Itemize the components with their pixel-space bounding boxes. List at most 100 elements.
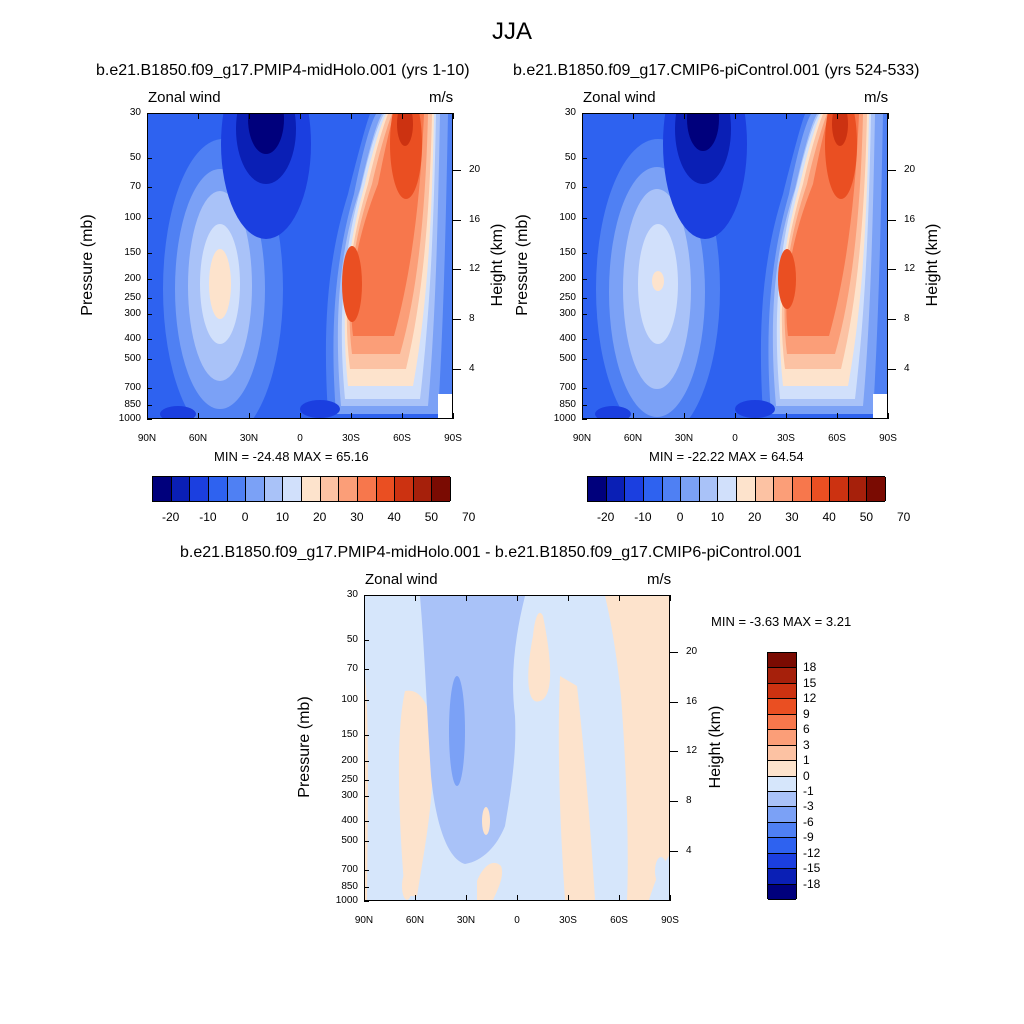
pressure-tick-mark — [364, 760, 369, 762]
panel-1-colorbar — [152, 476, 451, 502]
height-tick-label: 16 — [904, 213, 916, 225]
pressure-tick-mark — [364, 840, 369, 842]
colorbar-cell — [718, 477, 737, 501]
colorbar-cell — [625, 477, 644, 501]
latitude-tick-mark-top — [466, 595, 467, 601]
pressure-tick-mark — [147, 186, 152, 188]
pressure-tick-label: 850 — [559, 398, 576, 410]
latitude-tick-mark-top — [735, 113, 736, 119]
height-tick-label: 20 — [904, 163, 916, 175]
colorbar-cell — [283, 477, 302, 501]
pressure-tick-label: 30 — [564, 107, 576, 118]
pressure-tick-mark — [582, 113, 587, 114]
latitude-tick-mark — [837, 413, 838, 419]
colorbar-cell — [755, 477, 775, 501]
pressure-tick-mark — [364, 595, 369, 596]
panel-1-missing-data — [438, 394, 452, 418]
latitude-tick-label: 0 — [297, 433, 303, 444]
colorbar-tick-label: 12 — [803, 691, 817, 706]
latitude-tick-label: 60N — [405, 915, 425, 926]
pressure-tick-mark — [147, 419, 152, 420]
latitude-tick-mark — [684, 413, 685, 419]
latitude-tick-label: 30S — [777, 433, 795, 444]
latitude-tick-label: 60S — [828, 433, 846, 444]
height-tick-mark — [453, 219, 461, 221]
pressure-tick-mark — [582, 358, 587, 360]
pressure-tick-label: 700 — [341, 863, 358, 875]
pressure-tick-mark — [147, 218, 152, 220]
colorbar-tick-label: -9 — [803, 830, 814, 845]
height-tick-mark — [888, 269, 896, 271]
pressure-tick-label: 1000 — [118, 413, 141, 424]
panel-2-contour-region — [595, 406, 631, 418]
pressure-tick-mark — [364, 639, 369, 641]
latitude-tick-label: 90N — [354, 915, 374, 926]
pressure-tick-label: 150 — [124, 247, 141, 259]
panel-1-contour-plot — [147, 113, 453, 419]
colorbar-tick-label: 50 — [859, 510, 874, 524]
panel-2-missing-data — [873, 394, 887, 418]
pressure-tick-mark — [582, 404, 587, 406]
panel-2-contour-region — [825, 114, 857, 199]
latitude-tick-mark — [517, 895, 518, 901]
panel-2-minmax: MIN = -22.22 MAX = 64.54 — [649, 449, 804, 464]
colorbar-cell — [681, 477, 700, 501]
latitude-tick-label: 30N — [456, 915, 476, 926]
height-tick-label: 8 — [469, 313, 475, 325]
colorbar-cell — [153, 477, 172, 501]
height-tick-label: 12 — [686, 745, 698, 757]
colorbar-cell — [768, 853, 796, 870]
colorbar-cell — [774, 477, 793, 501]
latitude-tick-label: 60S — [610, 915, 628, 926]
colorbar-cell — [768, 730, 796, 746]
colorbar-tick-label: -10 — [634, 510, 652, 524]
latitude-tick-mark-top — [786, 113, 787, 119]
pressure-tick-mark — [364, 869, 369, 871]
latitude-tick-mark-top — [453, 113, 454, 119]
colorbar-cell — [768, 822, 796, 839]
latitude-tick-mark — [351, 413, 352, 419]
pressure-tick-label: 850 — [341, 880, 358, 892]
height-tick-mark — [888, 319, 896, 321]
pressure-tick-mark — [364, 735, 369, 737]
panel-3-contour-region — [477, 862, 503, 900]
latitude-tick-mark-top — [888, 113, 889, 119]
latitude-tick-label: 0 — [732, 433, 738, 444]
latitude-tick-mark-top — [198, 113, 199, 119]
height-tick-mark — [888, 219, 896, 221]
latitude-tick-mark — [300, 413, 301, 419]
pressure-tick-mark — [582, 253, 587, 255]
colorbar-cell — [246, 477, 265, 501]
latitude-tick-mark — [633, 413, 634, 419]
panel-1-contour-region — [209, 249, 231, 319]
colorbar-tick-label: -3 — [803, 799, 814, 814]
pressure-tick-label: 100 — [559, 212, 576, 224]
latitude-tick-label: 30S — [342, 433, 360, 444]
pressure-tick-mark — [582, 278, 587, 280]
pressure-tick-label: 700 — [124, 381, 141, 393]
colorbar-cell — [190, 477, 209, 501]
panel-3-contour-svg — [365, 596, 669, 900]
pressure-tick-label: 70 — [129, 180, 141, 192]
latitude-tick-label: 60N — [623, 433, 643, 444]
panel-1-contour-region — [397, 114, 413, 146]
colorbar-cell — [768, 653, 796, 669]
panel-3-units-label: m/s — [647, 571, 672, 588]
colorbar-cell — [768, 699, 796, 715]
panel-1-minmax: MIN = -24.48 MAX = 65.16 — [214, 449, 369, 464]
pressure-tick-label: 300 — [559, 307, 576, 319]
panel-3-contour-region — [605, 596, 669, 900]
colorbar-cell — [811, 477, 831, 501]
panel-2-contour-region — [687, 114, 719, 151]
colorbar-cell — [606, 477, 626, 501]
colorbar-cell — [768, 714, 796, 731]
latitude-tick-label: 60N — [188, 433, 208, 444]
latitude-tick-mark-top — [633, 113, 634, 119]
colorbar-tick-label: -18 — [803, 876, 821, 891]
panel-1-contour-region — [160, 406, 196, 418]
colorbar-tick-label: -20 — [596, 510, 615, 524]
panel-3-contour-region — [365, 676, 368, 900]
latitude-tick-label: 90S — [879, 433, 897, 444]
latitude-tick-mark — [415, 895, 416, 901]
colorbar-tick-label: 0 — [241, 510, 249, 524]
